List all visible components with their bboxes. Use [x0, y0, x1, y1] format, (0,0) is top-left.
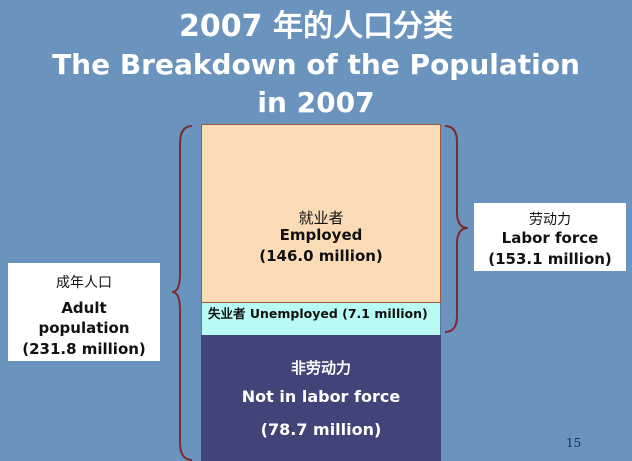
page-number: 15 [566, 436, 582, 450]
adult-population-label-chinese: 成年人口 [56, 275, 112, 291]
employed-label: Employed [279, 226, 363, 244]
adult-population-label-line2: population [38, 319, 130, 337]
labor-force-label: Labor force [501, 229, 599, 247]
slide-title-chinese: 2007 年的人口分类 [179, 9, 453, 44]
employed-value: (146.0 million) [259, 247, 383, 265]
not-in-labor-force-value: (78.7 million) [260, 420, 382, 439]
not-in-labor-force-label-chinese: 非劳动力 [290, 359, 351, 377]
unemployed-segment: 失业者 Unemployed (7.1 million) [201, 303, 441, 335]
not-in-labor-force-label: Not in labor force [241, 387, 401, 406]
adult-population-brace [171, 125, 193, 461]
labor-force-box: 劳动力 Labor force (153.1 million) [474, 203, 626, 271]
adult-population-box: 成年人口 Adult population (231.8 million) [8, 263, 160, 361]
labor-force-label-chinese: 劳动力 [529, 212, 571, 228]
employed-segment: 就业者 Employed (146.0 million) [201, 124, 441, 303]
slide-title-year: in 2007 [257, 86, 375, 119]
adult-population-value: (231.8 million) [22, 340, 146, 358]
adult-population-label-line1: Adult [61, 299, 107, 317]
not-in-labor-force-segment: 非劳动力 Not in labor force (78.7 million) [201, 335, 441, 461]
employed-label-chinese: 就业者 [298, 209, 344, 227]
labor-force-brace [444, 125, 469, 333]
labor-force-value: (153.1 million) [488, 250, 612, 268]
slide-title-english: The Breakdown of the Population [52, 48, 580, 81]
unemployed-label: 失业者 Unemployed (7.1 million) [208, 306, 428, 321]
